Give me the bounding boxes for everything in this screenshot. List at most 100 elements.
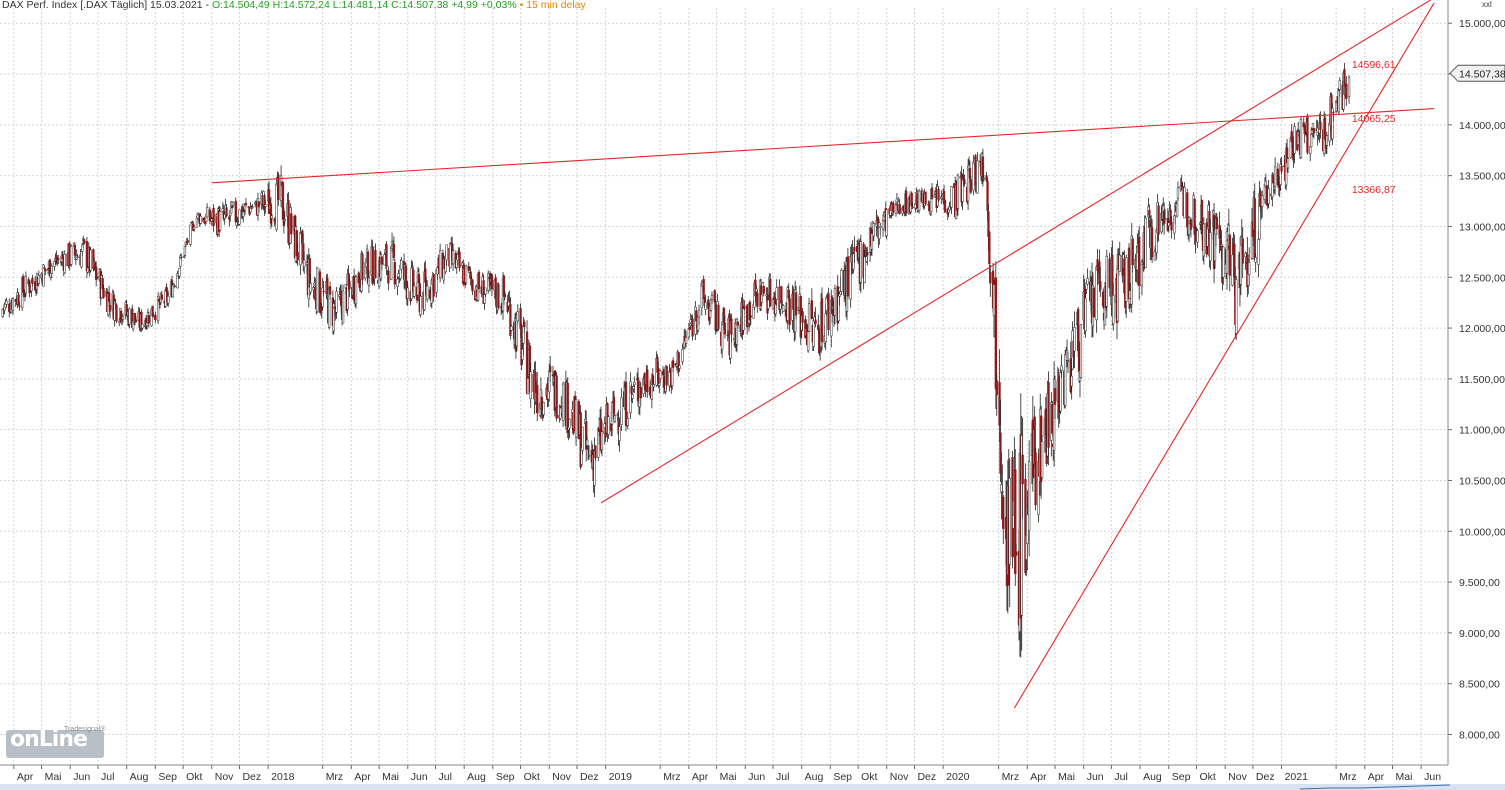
candle-body [814, 319, 817, 324]
candle-body [872, 223, 875, 237]
candle-body [928, 203, 931, 212]
candle-body [419, 296, 422, 315]
candle-body [523, 321, 526, 328]
candle-body [451, 250, 455, 265]
candle-body [879, 226, 882, 228]
candle-body [736, 321, 740, 326]
candle-body [516, 311, 519, 322]
x-tick-label: Jun [1087, 771, 1104, 783]
x-tick-label: Apr [1368, 771, 1385, 783]
candle-body [1079, 324, 1083, 378]
candle-body [885, 209, 888, 237]
candle-body [1325, 135, 1329, 146]
candle-body [807, 303, 811, 332]
x-tick-label: Dez [1256, 771, 1275, 783]
candle-body [335, 291, 338, 313]
candle-body [536, 384, 539, 414]
candle-body [1153, 251, 1157, 261]
candle-body [328, 286, 332, 295]
candle-body [630, 386, 633, 394]
candle-body [1319, 121, 1322, 131]
candle-body [568, 418, 571, 429]
candle-body [469, 271, 472, 279]
trendlines [211, 0, 1435, 709]
candle-body [988, 231, 991, 265]
candle-body [587, 455, 591, 457]
x-tick-label: Apr [354, 771, 371, 783]
candle-body [1309, 146, 1312, 154]
candle-body [1170, 221, 1173, 231]
x-tick-label: Nov [890, 771, 909, 783]
x-tick-label: Aug [805, 771, 824, 783]
candle-body [1254, 257, 1257, 263]
candle-body [1337, 90, 1341, 113]
candle-body [994, 277, 997, 390]
candle-body [89, 249, 92, 271]
candle-body [574, 399, 578, 438]
x-tick-label: Dez [917, 771, 936, 783]
candle-body [1064, 354, 1067, 406]
candle-body [963, 179, 966, 185]
candle-body [646, 369, 649, 393]
x-tick-label: Mrz [326, 771, 344, 783]
candle-body [119, 310, 123, 322]
candle-body [1047, 382, 1050, 448]
candle-body [387, 270, 390, 284]
candles [1, 63, 1351, 658]
navigator-strip[interactable] [0, 784, 1505, 790]
candle-body [42, 264, 45, 287]
candle-body [824, 313, 827, 343]
y-tick-label: 8.500,00 [1459, 679, 1500, 691]
candle-body [1273, 166, 1277, 188]
candle-body [1163, 218, 1167, 220]
candle-body [1051, 403, 1054, 434]
candle-body [1202, 223, 1206, 257]
candle-body [644, 386, 647, 390]
candle-body [147, 315, 151, 324]
x-tick-label: Sep [496, 771, 515, 783]
y-tick-label: 10.000,00 [1459, 526, 1505, 538]
x-tick-label: Jul [776, 771, 789, 783]
candle-body [1014, 469, 1017, 574]
candle-body [788, 298, 791, 325]
candle-body [1144, 218, 1147, 268]
candle-body [911, 206, 914, 208]
candle-body [1034, 452, 1037, 506]
candle-body [1265, 185, 1268, 206]
candle-body [1231, 254, 1234, 286]
y-tick-label: 8.000,00 [1459, 730, 1500, 742]
candle-body [312, 287, 315, 290]
candle-body [1267, 188, 1270, 204]
candle-body [438, 250, 442, 279]
trendline [1013, 2, 1435, 709]
candle-body [392, 244, 396, 258]
x-tick-label: Aug [1143, 771, 1162, 783]
last-price-tag [1449, 64, 1505, 82]
candle-body [995, 380, 998, 396]
candle-body [1299, 119, 1303, 158]
y-tick-label: 15.000,00 [1459, 18, 1505, 30]
candle-body [710, 294, 714, 301]
candle-body [1323, 117, 1327, 140]
candle-body [691, 318, 694, 337]
candle-body [1271, 174, 1274, 197]
candle-body [404, 265, 408, 280]
candle-body [63, 253, 66, 274]
candle-body [17, 294, 20, 306]
candle-body [81, 244, 84, 252]
candle-body [717, 304, 720, 329]
candle-body [801, 311, 804, 323]
candle-body [296, 251, 299, 261]
candle-body [665, 366, 668, 386]
candle-body [358, 279, 361, 288]
candle-body [18, 305, 21, 307]
candle-body [1148, 209, 1151, 216]
candle-body [1059, 372, 1062, 412]
candle-body [859, 241, 862, 283]
candle-body [332, 303, 335, 332]
candle-body [400, 259, 403, 270]
x-tick-label: Mai [1058, 771, 1075, 783]
candle-body [769, 278, 772, 307]
candle-body [95, 266, 98, 280]
